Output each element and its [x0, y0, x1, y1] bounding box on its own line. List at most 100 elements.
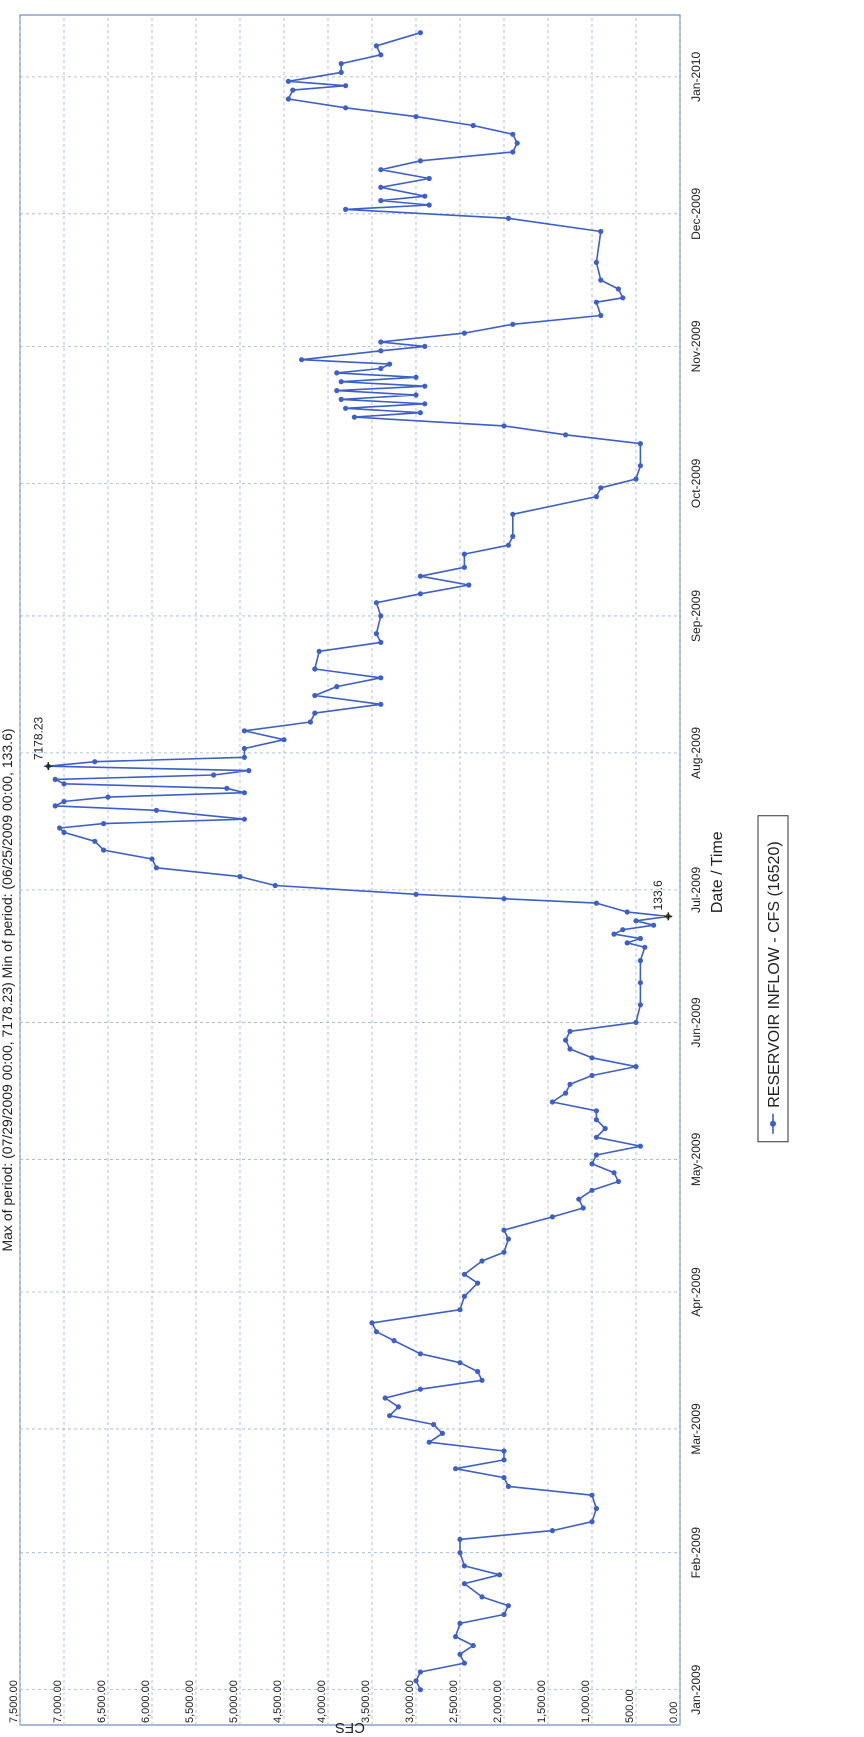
x-tick-label: Sep-2009	[689, 590, 703, 642]
data-point	[633, 476, 639, 482]
data-point	[431, 1421, 437, 1428]
data-point	[417, 591, 423, 597]
data-point	[589, 1519, 595, 1525]
data-point	[505, 1483, 511, 1489]
x-tick-label: Jun-2009	[689, 997, 703, 1047]
data-point	[101, 847, 107, 853]
data-point	[413, 374, 419, 380]
data-point	[479, 1594, 485, 1600]
data-point	[461, 1563, 467, 1569]
data-point	[387, 1413, 393, 1419]
data-point	[637, 440, 644, 447]
data-point	[457, 1651, 463, 1657]
data-point	[501, 1249, 507, 1255]
data-point	[241, 728, 247, 734]
data-point	[611, 1170, 617, 1176]
data-point	[378, 348, 384, 354]
data-point	[417, 1386, 423, 1392]
data-point	[549, 1214, 556, 1220]
data-point	[505, 1603, 511, 1609]
data-point	[602, 1125, 608, 1132]
data-point	[439, 1430, 445, 1436]
legend: RESERVOIR INFLOW - CFS (16520)	[757, 815, 789, 1143]
data-point	[514, 140, 520, 146]
data-point	[637, 935, 644, 942]
data-point	[52, 776, 58, 782]
y-tick-label: 6,500.00	[96, 1680, 108, 1723]
data-point	[378, 365, 384, 372]
data-point	[224, 785, 230, 791]
data-point	[61, 798, 67, 805]
data-point	[576, 1196, 582, 1202]
y-tick-label: 0.00	[668, 1702, 680, 1723]
data-point	[307, 719, 313, 725]
data-point	[598, 228, 604, 235]
data-point	[457, 1360, 463, 1366]
data-point	[501, 1448, 507, 1454]
data-point	[61, 781, 67, 787]
data-point	[391, 1338, 397, 1344]
data-point	[637, 1002, 644, 1008]
data-point	[378, 639, 384, 645]
data-point	[417, 1351, 423, 1357]
extreme-cross-icon	[664, 912, 673, 921]
data-point	[589, 1072, 595, 1079]
data-point	[378, 675, 384, 681]
data-point	[343, 83, 349, 89]
data-point	[620, 927, 626, 933]
x-tick-label: May-2009	[689, 1132, 703, 1186]
data-point	[615, 286, 622, 292]
data-point	[281, 737, 287, 743]
data-point	[475, 1280, 481, 1286]
y-tick-label: 3,000.00	[404, 1680, 416, 1723]
data-point	[378, 701, 384, 707]
data-point	[598, 277, 604, 283]
data-point	[343, 105, 349, 111]
data-point	[593, 493, 600, 500]
data-point	[241, 816, 247, 822]
plot-area: 7178.23 133.6	[19, 14, 681, 1726]
extreme-cross-icon	[44, 762, 53, 771]
annotation-layer: 7178.23 133.6	[31, 716, 673, 921]
data-point	[593, 1134, 600, 1140]
data-point	[457, 1550, 463, 1556]
data-point	[373, 630, 379, 637]
data-point	[338, 379, 344, 385]
data-point	[373, 600, 379, 606]
data-point	[334, 387, 340, 394]
data-point	[589, 1492, 595, 1498]
data-point	[211, 772, 217, 778]
data-point	[567, 1046, 573, 1052]
y-tick-label: 500.00	[624, 1689, 636, 1723]
data-point	[593, 299, 600, 305]
legend-label: RESERVOIR INFLOW - CFS (16520)	[766, 841, 783, 1107]
data-point	[101, 820, 107, 827]
data-point	[633, 1063, 639, 1070]
data-point	[633, 1019, 639, 1025]
data-point	[501, 896, 507, 902]
data-point	[92, 759, 98, 765]
data-point	[510, 131, 516, 137]
extreme-marker: 7178.23	[31, 716, 53, 771]
data-point	[549, 1528, 556, 1534]
data-point	[501, 1611, 507, 1618]
legend-box	[757, 815, 789, 1143]
data-point	[567, 1028, 573, 1034]
data-point	[417, 1669, 423, 1675]
data-point	[470, 1642, 476, 1649]
data-point	[246, 767, 252, 774]
data-point	[92, 838, 98, 844]
y-tick-label: 7,500.00	[8, 1680, 20, 1723]
data-point	[299, 357, 305, 363]
data-point	[637, 463, 644, 469]
data-point	[378, 52, 384, 58]
data-point	[453, 1466, 459, 1472]
y-tick-label: 6,000.00	[140, 1680, 152, 1723]
data-point	[422, 401, 428, 407]
data-point	[52, 803, 58, 809]
data-point	[461, 1271, 467, 1277]
data-point	[422, 193, 428, 199]
data-point	[505, 1236, 511, 1242]
data-point	[373, 43, 379, 49]
data-point	[285, 78, 291, 84]
